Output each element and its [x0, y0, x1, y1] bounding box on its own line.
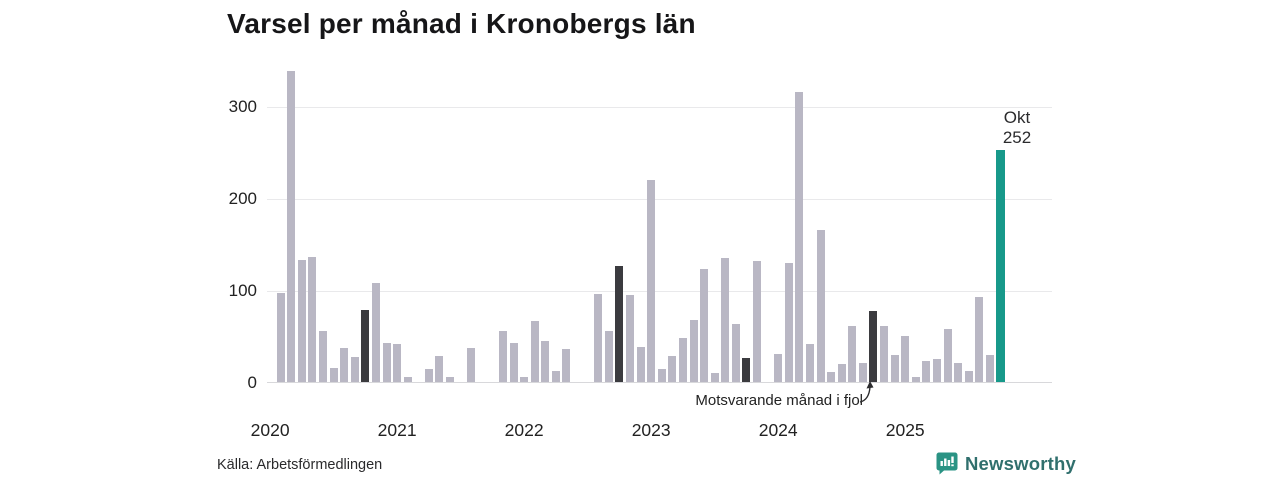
bar-2023-01	[647, 179, 656, 382]
latest-value: 252	[1002, 128, 1032, 147]
x-tick-2023: 2023	[631, 420, 671, 440]
bar-2022-05	[562, 348, 571, 382]
bar-2020-10	[361, 310, 370, 382]
bar-2021-05	[435, 356, 444, 382]
bar-2021-01	[393, 344, 402, 382]
bar-2022-11	[626, 294, 634, 382]
bar-2020-08	[340, 348, 349, 382]
bar-2023-07	[710, 372, 719, 382]
y-tick-100: 100	[228, 281, 257, 301]
bar-2020-02	[276, 292, 285, 382]
bar-2021-04	[424, 369, 433, 382]
bar-2025-03	[922, 360, 931, 382]
bar-2020-11	[371, 282, 380, 382]
bar-2024-04	[805, 344, 814, 382]
source-caption: Källa: Arbetsförmedlingen	[217, 457, 383, 473]
bar-2021-12	[509, 343, 518, 382]
bar-2025-02	[911, 377, 920, 382]
bar-2024-03	[795, 91, 804, 382]
comparison-annotation: Motsvarande månad i fjol	[695, 392, 863, 409]
bar-2024-10	[869, 311, 878, 382]
bar-2022-04	[551, 370, 560, 382]
bar-2022-02	[530, 321, 539, 382]
bar-2021-11	[498, 330, 507, 382]
bar-2025-01	[901, 336, 910, 382]
bar-2021-06	[446, 376, 455, 382]
bar-2025-10	[995, 150, 1005, 382]
bar-2020-05	[308, 257, 317, 382]
x-tick-2025: 2025	[885, 420, 925, 440]
bar-2022-09	[604, 330, 613, 382]
gridline-300	[267, 107, 1052, 109]
plot-area	[267, 60, 1052, 383]
latest-value-annotation: Okt 252	[996, 108, 1038, 148]
bar-2022-01	[520, 376, 529, 382]
bar-2023-09	[731, 324, 740, 382]
gridline-200	[267, 199, 1052, 201]
bar-2022-12	[636, 347, 645, 382]
bar-2025-04	[932, 359, 941, 382]
bar-2025-07	[964, 370, 973, 382]
bar-2020-06	[319, 330, 328, 382]
bar-2023-02	[657, 369, 666, 382]
x-tick-2022: 2022	[504, 420, 544, 440]
x-tick-2020: 2020	[250, 420, 290, 440]
y-tick-200: 200	[228, 189, 257, 209]
bar-2020-12	[382, 343, 391, 382]
x-tick-2024: 2024	[758, 420, 798, 440]
bar-2023-03	[668, 356, 677, 382]
bar-2023-11	[753, 260, 762, 382]
bar-2024-01	[774, 353, 783, 382]
bar-2022-08	[594, 293, 603, 382]
bar-2021-02	[403, 376, 412, 382]
latest-month-label: Okt	[1003, 108, 1031, 127]
bar-2022-10	[615, 266, 624, 382]
newsworthy-logo-text: Newsworthy	[965, 452, 1076, 474]
bar-2024-11	[880, 325, 889, 382]
bar-2020-04	[297, 259, 306, 382]
bar-2024-07	[837, 363, 846, 382]
bar-2024-06	[827, 371, 836, 382]
gridline-100	[267, 291, 1052, 293]
newsworthy-logo: Newsworthy	[936, 452, 1076, 475]
bar-2022-03	[541, 340, 550, 382]
bar-2023-06	[700, 268, 709, 382]
bar-2021-08	[467, 348, 476, 382]
bar-2025-06	[954, 362, 963, 382]
bar-2020-09	[350, 357, 359, 382]
bar-2024-09	[858, 362, 867, 382]
y-tick-0: 0	[247, 373, 257, 392]
x-tick-2021: 2021	[377, 420, 417, 440]
bar-2025-09	[985, 355, 994, 382]
bar-2023-04	[678, 337, 687, 382]
bar-2024-05	[816, 230, 825, 382]
y-tick-300: 300	[228, 97, 257, 117]
bar-2020-07	[329, 368, 338, 382]
chart-title: Varsel per månad i Kronobergs län	[227, 8, 696, 39]
bar-2025-05	[943, 328, 952, 382]
bar-2025-08	[975, 297, 984, 382]
bar-2023-05	[689, 320, 698, 382]
bar-2023-10	[742, 358, 751, 382]
annotation-arrow-icon	[859, 381, 874, 403]
bar-2023-08	[721, 257, 730, 382]
newsworthy-logo-icon	[936, 452, 958, 475]
bar-2024-08	[848, 325, 857, 382]
bar-2024-12	[890, 355, 899, 382]
bar-2024-02	[784, 263, 793, 382]
bar-2020-03	[287, 71, 296, 382]
